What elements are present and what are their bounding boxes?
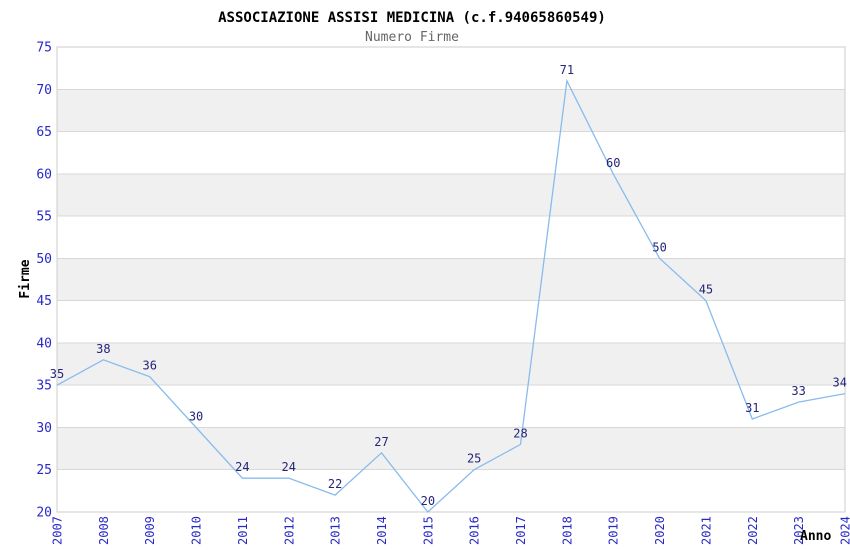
plot-band	[57, 427, 845, 470]
plot-band	[57, 131, 845, 174]
x-tick-label: 2015	[421, 516, 435, 545]
y-tick-label: 75	[36, 41, 52, 56]
data-line	[56, 78, 846, 513]
x-tick-label: 2007	[51, 516, 65, 545]
y-tick-label: 20	[36, 506, 52, 521]
x-axis-tick-labels: 2007 2008 2009 2010 2011 2012 2013 2014 2015 2016…	[51, 516, 850, 545]
y-tick-label: 35	[36, 379, 52, 394]
plot-bands	[57, 47, 845, 512]
plot-band	[57, 216, 845, 259]
plot-band	[57, 342, 845, 386]
gridlines	[57, 88, 845, 471]
y-tick-label: 45	[36, 294, 52, 309]
data-label: 28	[513, 426, 527, 440]
x-tick-label: 2013	[329, 516, 343, 545]
x-tick-label: 2023	[792, 516, 806, 545]
x-tick-label: 2014	[375, 516, 389, 545]
plot-band	[57, 173, 845, 217]
data-label: 22	[328, 477, 342, 491]
y-tick-label: 65	[36, 125, 52, 140]
plot-band	[57, 300, 845, 343]
y-tick-label: 25	[36, 463, 52, 478]
data-label: 31	[745, 401, 759, 415]
plot-band	[57, 258, 845, 301]
data-label: 36	[142, 359, 156, 373]
data-label: 24	[282, 460, 296, 474]
y-tick-label: 40	[36, 336, 52, 351]
x-tick-label: 2020	[653, 516, 667, 545]
x-tick-label: 2012	[282, 516, 296, 545]
chart-subtitle: Numero Firme	[365, 30, 459, 45]
data-labels: 35 38 36 30 24 24 22 27 20 25 28 71 60 50 45 31 33 34	[50, 63, 847, 508]
x-tick-label: 2024	[839, 516, 850, 545]
data-label: 27	[374, 435, 388, 449]
x-axis-title: Anno	[800, 529, 831, 544]
y-tick-label: 30	[36, 421, 52, 436]
data-label: 50	[652, 240, 666, 254]
plot-band	[57, 89, 845, 132]
chart-title: ASSOCIAZIONE ASSISI MEDICINA (c.f.940658…	[218, 10, 606, 26]
y-axis-title: Firme	[18, 259, 33, 298]
data-label: 34	[833, 376, 847, 390]
x-tick-label: 2021	[699, 516, 713, 545]
plot-border	[56, 46, 846, 513]
y-tick-label: 55	[36, 210, 52, 225]
data-label: 71	[560, 63, 574, 77]
y-tick-label: 50	[36, 252, 52, 267]
y-tick-label: 70	[36, 83, 52, 98]
data-label: 38	[96, 342, 110, 356]
x-tick-label: 2017	[514, 516, 528, 545]
x-tick-label: 2011	[236, 516, 250, 545]
data-label: 30	[189, 409, 203, 423]
data-label: 25	[467, 452, 481, 466]
x-tick-label: 2009	[143, 516, 157, 545]
x-tick-label: 2019	[607, 516, 621, 545]
x-tick-label: 2018	[560, 516, 574, 545]
y-tick-label: 60	[36, 167, 52, 182]
plot-band	[57, 47, 845, 90]
x-tick-label: 2008	[97, 516, 111, 545]
y-axis-tick-labels: 20 25 30 35 40 45 50 55 60 65 70 75	[36, 41, 52, 521]
data-label: 45	[699, 283, 713, 297]
data-label: 35	[50, 367, 64, 381]
data-label: 33	[791, 384, 805, 398]
x-tick-label: 2016	[468, 516, 482, 545]
plot-band	[57, 385, 845, 428]
x-tick-label: 2022	[746, 516, 760, 545]
data-label: 24	[235, 460, 249, 474]
x-tick-label: 2010	[190, 516, 204, 545]
data-label: 60	[606, 156, 620, 170]
data-label: 20	[421, 494, 435, 508]
